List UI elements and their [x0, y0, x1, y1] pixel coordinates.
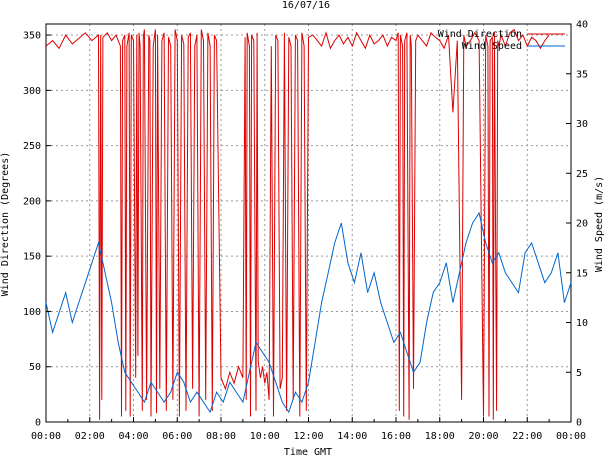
- legend-label-speed: Wind Speed: [462, 41, 522, 52]
- y-left-tick-label: 250: [23, 141, 41, 152]
- x-tick-label: 06:00: [162, 431, 192, 442]
- y-right-tick-label: 30: [576, 119, 588, 130]
- x-tick-label: 02:00: [75, 431, 105, 442]
- y-left-tick-label: 150: [23, 252, 41, 263]
- chart-title: 16/07/16: [282, 0, 330, 11]
- legend: Wind Direction Wind Speed: [438, 29, 565, 52]
- y-right-tick-label: 5: [576, 368, 582, 379]
- y-left-tick-label: 50: [29, 362, 41, 373]
- y-right-axis-label: Wind Speed (m/s): [594, 176, 605, 272]
- x-tick-label: 20:00: [468, 431, 498, 442]
- y-left-axis-label: Wind Direction (Degrees): [0, 152, 11, 297]
- y-right-tick-label: 20: [576, 219, 588, 230]
- x-tick-label: 08:00: [206, 431, 236, 442]
- x-tick-label: 18:00: [425, 431, 455, 442]
- x-tick-label: 22:00: [512, 431, 542, 442]
- x-tick-label: 00:00: [556, 431, 586, 442]
- x-tick-label: 10:00: [250, 431, 280, 442]
- y-right-tick-label: 35: [576, 69, 588, 80]
- x-tick-label: 12:00: [293, 431, 323, 442]
- x-tick-label: 14:00: [337, 431, 367, 442]
- x-tick-label: 16:00: [381, 431, 411, 442]
- y-right-tick-label: 10: [576, 318, 588, 329]
- y-left-tick-label: 0: [35, 418, 41, 429]
- y-left-tick-label: 200: [23, 196, 41, 207]
- x-tick-label: 00:00: [31, 431, 61, 442]
- x-axis-label: Time GMT: [284, 447, 332, 458]
- y-right-tick-label: 0: [576, 418, 582, 429]
- series-line-wind-direction: [45, 28, 550, 420]
- y-right-tick-label: 15: [576, 268, 588, 279]
- series-layer: [45, 28, 572, 420]
- y-left-tick-label: 300: [23, 86, 41, 97]
- x-tick-label: 04:00: [118, 431, 148, 442]
- x-axis-ticks: 00:00 02:00 04:00 06:00 08:00 10:00 12:00 14:00…: [31, 417, 586, 442]
- legend-label-direction: Wind Direction: [438, 29, 522, 40]
- y-left-tick-label: 350: [23, 31, 41, 42]
- y-left-axis-ticks: 0 50 100 150 200 250 300 350: [23, 31, 51, 429]
- series-line-wind-speed: [45, 211, 572, 414]
- y-right-tick-label: 25: [576, 169, 588, 180]
- y-right-tick-label: 40: [576, 20, 588, 31]
- y-left-tick-label: 100: [23, 307, 41, 318]
- y-right-axis-ticks: 0 5 10 15 20 25 30 35 40: [566, 20, 588, 429]
